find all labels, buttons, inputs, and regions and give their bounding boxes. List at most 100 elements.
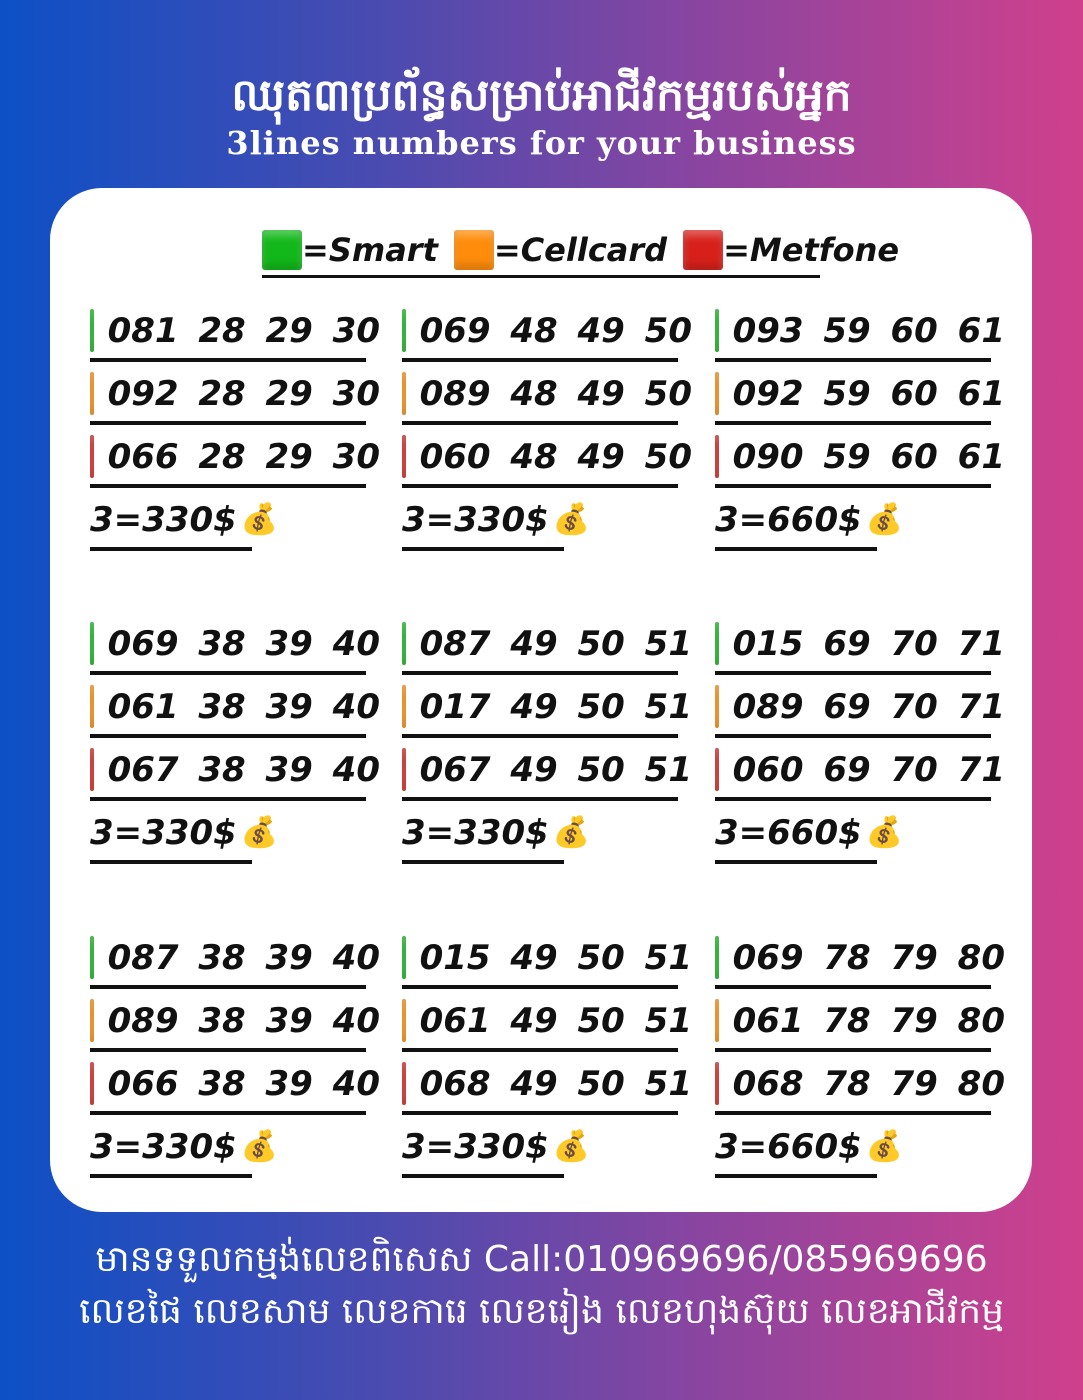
smart-swatch-icon (90, 622, 94, 665)
metfone-swatch-icon (90, 1062, 94, 1105)
metfone-swatch-icon (402, 1062, 406, 1105)
metfone-swatch-icon (402, 435, 406, 478)
phone-number: 092 28 29 30 (107, 373, 380, 414)
money-bag-icon: 💰 (240, 502, 279, 537)
phone-number: 087 49 50 51 (419, 623, 692, 664)
smart-swatch-icon (402, 936, 406, 979)
money-bag-icon: 💰 (552, 815, 591, 850)
cellcard-swatch-icon (90, 685, 94, 728)
money-bag-icon: 💰 (240, 1129, 279, 1164)
cellcard-swatch-icon (90, 372, 94, 415)
phone-number: 067 38 39 40 (107, 749, 380, 790)
metfone-swatch-icon (715, 748, 719, 791)
smart-swatch-icon (262, 229, 302, 270)
cellcard-swatch-icon (715, 685, 719, 728)
price-text: 3=330$ (402, 499, 549, 540)
number-set: 015 49 50 51 061 49 50 51 068 49 50 51 3=33… (402, 926, 692, 1178)
set-price: 3=330$ 💰 (90, 1115, 278, 1178)
smart-swatch-icon (402, 309, 406, 352)
number-row-metfone: 060 48 49 50 (402, 425, 692, 488)
number-row-metfone: 066 38 39 40 (90, 1052, 380, 1115)
phone-number: 068 49 50 51 (419, 1063, 692, 1104)
phone-number: 069 38 39 40 (107, 623, 380, 664)
price-text: 3=660$ (715, 1126, 862, 1167)
phone-number: 015 49 50 51 (419, 937, 692, 978)
cellcard-swatch-icon (715, 999, 719, 1042)
cellcard-swatch-icon (715, 372, 719, 415)
legend-label: =Cellcard (493, 230, 668, 269)
phone-number: 061 78 79 80 (732, 1000, 1005, 1041)
number-row-cellcard: 061 38 39 40 (90, 675, 380, 738)
smart-swatch-icon (715, 936, 719, 979)
set-price: 3=660$ 💰 (715, 801, 903, 864)
set-price: 3=330$ 💰 (90, 488, 278, 551)
footer-contact: មានទទួលកម្មង់លេខពិសេស Call:010969696/085… (95, 1239, 988, 1280)
phone-number: 089 48 49 50 (419, 373, 692, 414)
money-bag-icon: 💰 (552, 502, 591, 537)
smart-swatch-icon (402, 622, 406, 665)
money-bag-icon: 💰 (240, 815, 279, 850)
phone-number: 069 48 49 50 (419, 310, 692, 351)
price-text: 3=330$ (402, 1126, 549, 1167)
metfone-swatch-icon (90, 748, 94, 791)
price-text: 3=660$ (715, 812, 862, 853)
phone-number: 066 38 39 40 (107, 1063, 380, 1104)
number-row-smart: 069 48 49 50 (402, 299, 692, 362)
phone-number: 067 49 50 51 (419, 749, 692, 790)
set-price: 3=660$ 💰 (715, 488, 903, 551)
number-set: 087 49 50 51 017 49 50 51 067 49 50 51 3=33… (402, 612, 692, 864)
smart-swatch-icon (715, 309, 719, 352)
price-text: 3=330$ (90, 499, 237, 540)
number-set: 081 28 29 30 092 28 29 30 066 28 29 30 3=33… (90, 299, 380, 551)
phone-number: 060 69 70 71 (732, 749, 1005, 790)
number-row-cellcard: 092 28 29 30 (90, 362, 380, 425)
cellcard-swatch-icon (453, 229, 494, 270)
cellcard-swatch-icon (402, 372, 406, 415)
number-row-cellcard: 089 69 70 71 (715, 675, 1005, 738)
number-row-smart: 015 69 70 71 (715, 612, 1005, 675)
number-set: 069 38 39 40 061 38 39 40 067 38 39 40 3=33… (90, 612, 380, 864)
number-row-cellcard: 089 38 39 40 (90, 989, 380, 1052)
number-row-cellcard: 061 78 79 80 (715, 989, 1005, 1052)
number-row-metfone: 066 28 29 30 (90, 425, 380, 488)
footer-categories: លេខផៃ លេខសាម លេខការេ លេខរៀង លេខហុងស៊ុយ ល… (79, 1291, 1004, 1332)
number-row-metfone: 067 49 50 51 (402, 738, 692, 801)
phone-number: 069 78 79 80 (732, 937, 1005, 978)
subtitle: 3lines numbers for your business (226, 124, 857, 162)
number-row-smart: 087 38 39 40 (90, 926, 380, 989)
title: ឈុត៣ប្រព័ន្ធសម្រាប់អាជីវកម្មរបស់អ្នក (231, 70, 852, 121)
phone-number: 015 69 70 71 (732, 623, 1005, 664)
legend-label: =Smart (302, 230, 438, 269)
number-row-metfone: 068 78 79 80 (715, 1052, 1005, 1115)
price-text: 3=330$ (402, 812, 549, 853)
number-row-smart: 087 49 50 51 (402, 612, 692, 675)
price-text: 3=330$ (90, 1126, 237, 1167)
phone-number: 081 28 29 30 (107, 310, 380, 351)
money-bag-icon: 💰 (865, 1129, 904, 1164)
phone-number: 068 78 79 80 (732, 1063, 1005, 1104)
cellcard-swatch-icon (90, 999, 94, 1042)
metfone-swatch-icon (402, 748, 406, 791)
phone-number: 089 38 39 40 (107, 1000, 380, 1041)
set-price: 3=330$ 💰 (402, 801, 590, 864)
phone-number: 061 49 50 51 (419, 1000, 692, 1041)
phone-number: 090 59 60 61 (732, 436, 1005, 477)
cellcard-swatch-icon (402, 685, 406, 728)
legend-smart: =Smart (262, 229, 438, 270)
phone-number: 089 69 70 71 (732, 686, 1005, 727)
number-row-metfone: 090 59 60 61 (715, 425, 1005, 488)
legend: =Smart =Cellcard =Metfone (262, 224, 899, 278)
set-price: 3=330$ 💰 (90, 801, 278, 864)
cellcard-swatch-icon (402, 999, 406, 1042)
number-row-metfone: 060 69 70 71 (715, 738, 1005, 801)
price-text: 3=330$ (90, 812, 237, 853)
money-bag-icon: 💰 (865, 502, 904, 537)
phone-number: 061 38 39 40 (107, 686, 380, 727)
metfone-swatch-icon (683, 229, 724, 270)
number-row-metfone: 068 49 50 51 (402, 1052, 692, 1115)
number-set: 069 78 79 80 061 78 79 80 068 78 79 80 3=66… (715, 926, 1005, 1178)
number-row-cellcard: 089 48 49 50 (402, 362, 692, 425)
number-set: 093 59 60 61 092 59 60 61 090 59 60 61 3=66… (715, 299, 1005, 551)
phone-number: 092 59 60 61 (732, 373, 1005, 414)
money-bag-icon: 💰 (552, 1129, 591, 1164)
